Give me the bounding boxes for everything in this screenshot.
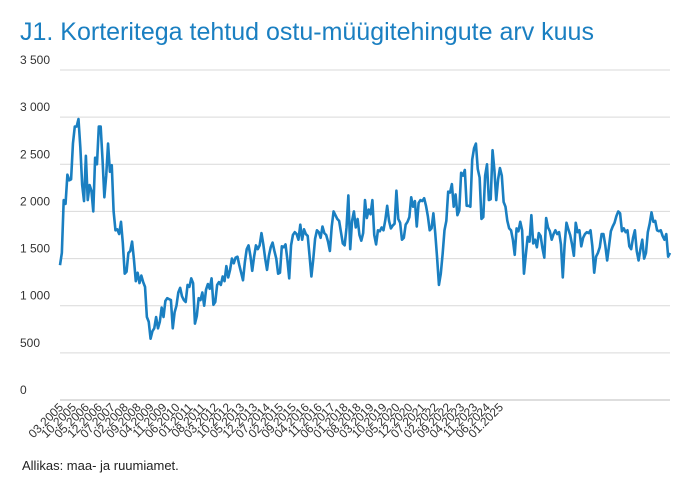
y-tick-label: 500 (20, 336, 40, 350)
y-tick-label: 2 000 (20, 194, 50, 208)
source-note: Allikas: maa- ja ruumiamet. (22, 458, 179, 473)
y-tick-label: 0 (20, 383, 27, 397)
series-line (58, 117, 672, 341)
y-axis-ticks: 0 500 1 000 1 500 2 000 2 500 3 000 3 500 (20, 53, 50, 397)
y-tick-label: 3 000 (20, 100, 50, 114)
gridlines (60, 69, 670, 401)
series-layer (58, 117, 672, 341)
x-axis-ticks: 03.200510.200505.200612.200607.200702.20… (26, 400, 507, 441)
y-tick-label: 2 500 (20, 147, 50, 161)
y-tick-label: 1 500 (20, 242, 50, 256)
y-tick-label: 3 500 (20, 53, 50, 67)
chart-title: J1. Korteritega tehtud ostu-müügitehingu… (20, 18, 594, 46)
y-tick-label: 1 000 (20, 289, 50, 303)
